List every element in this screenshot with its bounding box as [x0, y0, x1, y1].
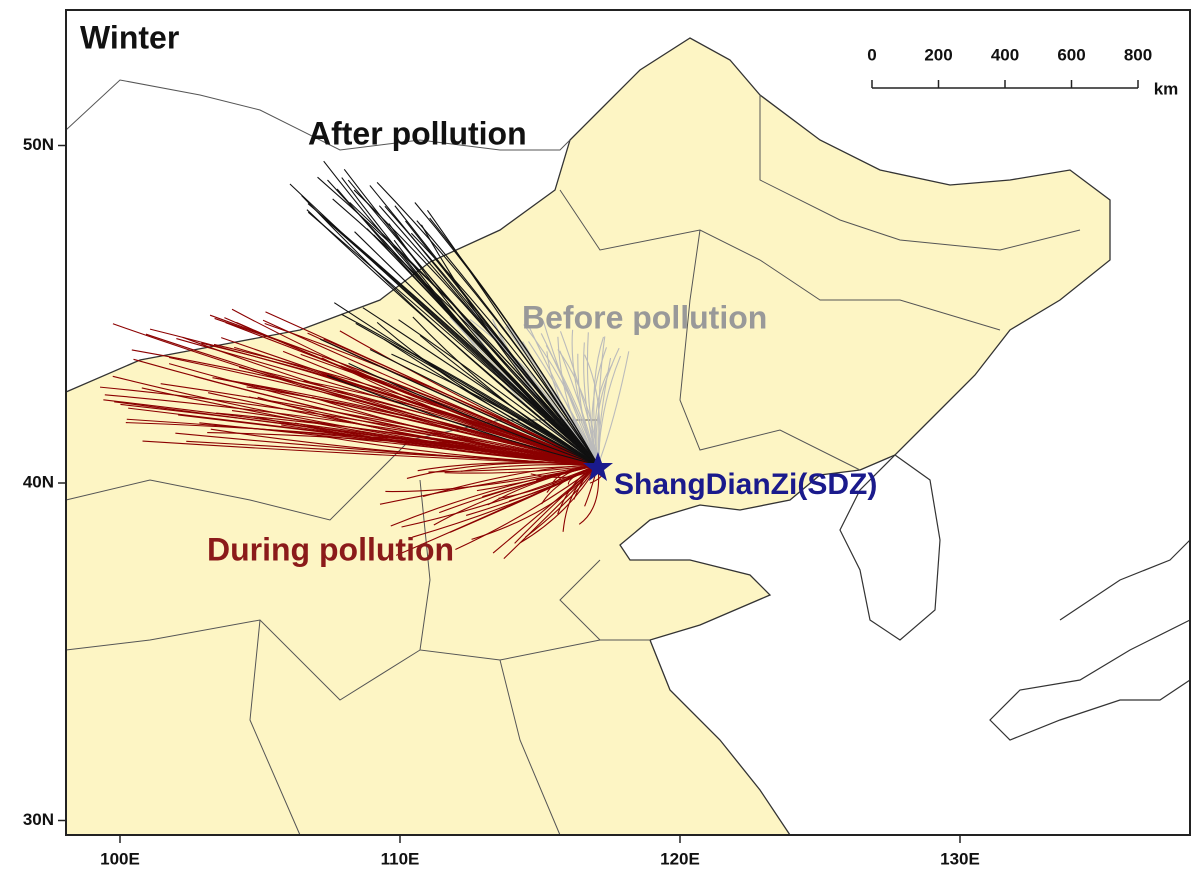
lon-tick-label: 120E — [660, 849, 700, 868]
trajectory — [460, 464, 599, 472]
during-label: During pollution — [207, 531, 454, 567]
trajectory — [349, 201, 599, 466]
lon-tick-label: 130E — [940, 849, 980, 868]
trajectory — [426, 209, 599, 466]
trajectory — [160, 383, 599, 466]
trajectory — [306, 209, 599, 466]
trajectory — [394, 205, 599, 466]
trajectory — [347, 179, 599, 466]
trajectory — [186, 440, 599, 466]
trajectory — [379, 464, 599, 505]
trajectory — [340, 365, 599, 466]
trajectory — [307, 211, 599, 466]
trajectory — [410, 232, 599, 466]
trajectory — [398, 319, 599, 466]
trajectory — [126, 418, 599, 466]
site-star — [583, 452, 613, 481]
trajectory — [455, 464, 599, 550]
trajectory — [104, 394, 599, 466]
site-label: ShangDianZi(SDZ) — [614, 468, 877, 501]
trajectory — [401, 464, 599, 528]
scale-tick-label: 200 — [924, 45, 952, 64]
frame — [65, 9, 1191, 836]
trajectory — [503, 464, 599, 559]
trajectory — [376, 321, 599, 466]
province-borders — [65, 79, 1081, 836]
trajectory — [419, 334, 599, 466]
trajectory — [246, 386, 599, 466]
before-label: Before pollution — [522, 299, 767, 335]
trajectory — [348, 362, 599, 466]
trajectory — [254, 384, 599, 466]
land-korea — [839, 454, 941, 641]
trajectory — [571, 329, 599, 466]
trajectory — [591, 347, 608, 466]
trajectory — [597, 351, 630, 466]
trajectory — [252, 368, 599, 466]
lat-tick-label: 50N — [23, 135, 54, 154]
trajectory — [199, 422, 599, 466]
trajectory — [326, 374, 599, 466]
trajectory — [417, 462, 599, 472]
scale-tick-label: 0 — [867, 45, 876, 64]
trajectory — [542, 321, 599, 466]
trajectory — [231, 409, 599, 466]
trajectory — [383, 338, 599, 466]
lon-tick-label: 110E — [381, 849, 420, 868]
trajectory — [420, 224, 599, 466]
lat-tick-label: 30N — [23, 810, 54, 829]
lat-tick-label: 40N — [23, 472, 54, 491]
scale-tick-label: 600 — [1057, 45, 1085, 64]
trajectory — [597, 355, 622, 466]
trajectory — [321, 215, 599, 466]
season-title: Winter — [80, 19, 179, 55]
lon-tick-label: 100E — [100, 849, 140, 868]
trajectory — [323, 338, 599, 466]
land-japan — [989, 539, 1191, 741]
scale-tick-label: 800 — [1124, 45, 1152, 64]
trajectories — [99, 160, 630, 559]
trajectory — [362, 307, 599, 466]
trajectory — [586, 332, 599, 466]
scale-tick-label: 400 — [991, 45, 1019, 64]
trajectory — [428, 464, 599, 473]
trajectory — [393, 239, 599, 466]
trajectory — [412, 316, 599, 466]
trajectory — [207, 432, 599, 466]
trajectory — [595, 347, 620, 466]
trajectory — [343, 168, 599, 466]
trajectory — [341, 434, 599, 466]
after-label: After pollution — [308, 115, 527, 151]
scale-unit: km — [1154, 79, 1179, 98]
trajectory — [319, 338, 599, 466]
